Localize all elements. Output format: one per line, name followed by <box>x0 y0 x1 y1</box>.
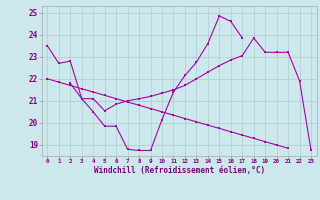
X-axis label: Windchill (Refroidissement éolien,°C): Windchill (Refroidissement éolien,°C) <box>94 166 265 175</box>
